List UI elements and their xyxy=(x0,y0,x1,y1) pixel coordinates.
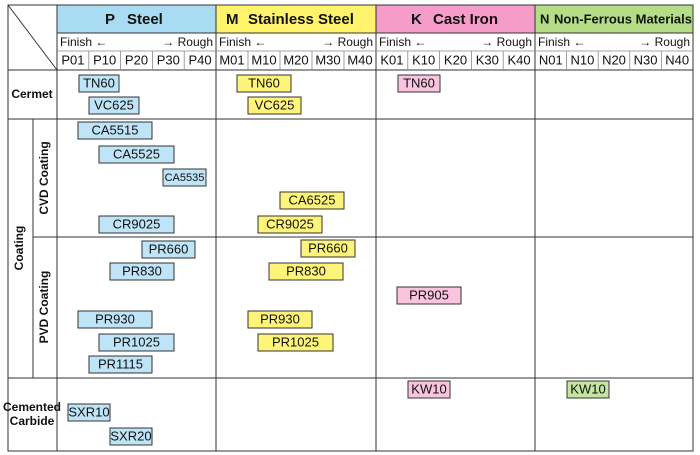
row-label: Cermet xyxy=(11,87,52,101)
grade-chip xyxy=(407,380,451,399)
grade-chip xyxy=(162,168,207,187)
material-name: Non-Ferrous Materials xyxy=(554,11,692,26)
iso-grade: P01 xyxy=(61,52,84,67)
rough-label: → Rough xyxy=(481,35,532,49)
iso-grade: M30 xyxy=(315,52,340,67)
grade-label: SXR20 xyxy=(110,428,151,443)
grade-label: PR1025 xyxy=(272,334,319,349)
iso-grade: K40 xyxy=(508,52,531,67)
material-code: M xyxy=(226,11,239,28)
grade-label: KW10 xyxy=(570,381,605,396)
grade-label: PR930 xyxy=(260,311,300,326)
rough-label: → Rough xyxy=(322,35,373,49)
grade-label: PR660 xyxy=(149,241,189,256)
rough-label: → Rough xyxy=(639,35,690,49)
table-grid xyxy=(7,4,694,452)
row-label: Cemented xyxy=(3,400,61,414)
grade-chip xyxy=(67,403,111,422)
finish-label: Finish ← xyxy=(379,35,426,49)
grade-label: PR1115 xyxy=(98,356,143,371)
iso-grade: P30 xyxy=(157,52,180,67)
iso-grade: M20 xyxy=(283,52,308,67)
grade-chip xyxy=(88,96,140,115)
iso-grade: N20 xyxy=(602,52,626,67)
grade-chip xyxy=(98,215,175,234)
grade-chip xyxy=(279,191,345,210)
grade-label: CR9025 xyxy=(113,216,161,231)
grade-chip xyxy=(77,310,153,329)
grade-label: PR930 xyxy=(95,311,135,326)
iso-grade: K01 xyxy=(380,52,403,67)
iso-grade: M10 xyxy=(251,52,276,67)
grade-chip xyxy=(247,310,313,329)
grade-chip xyxy=(141,240,196,259)
row-label: Carbide xyxy=(10,414,55,428)
grade-label: PR1025 xyxy=(113,334,160,349)
grade-label: VC625 xyxy=(94,97,134,112)
grade-chip xyxy=(257,333,334,352)
grade-label: CA6525 xyxy=(289,192,336,207)
grade-label: CA5515 xyxy=(92,122,139,137)
rough-label: → Rough xyxy=(162,35,213,49)
grade-label: PR830 xyxy=(286,263,326,278)
iso-grade: K30 xyxy=(476,52,499,67)
material-name: Cast Iron xyxy=(433,11,498,28)
iso-grade: N40 xyxy=(665,52,689,67)
grade-label: PR660 xyxy=(308,240,348,255)
material-code: P xyxy=(105,11,115,28)
grade-label: SXR10 xyxy=(68,404,109,419)
grade-chip xyxy=(300,239,356,258)
grade-chip xyxy=(397,74,441,93)
iso-grade: N10 xyxy=(570,52,594,67)
finish-label: Finish ← xyxy=(60,35,107,49)
finish-label: Finish ← xyxy=(219,35,266,49)
grade-label: TN60 xyxy=(83,75,115,90)
grade-chip xyxy=(109,262,175,281)
grade-chip xyxy=(566,380,610,399)
grade-chip xyxy=(247,96,302,115)
iso-grade: P20 xyxy=(125,52,148,67)
row-label: PVD Coating xyxy=(37,271,51,344)
grade-chip xyxy=(268,262,344,281)
iso-grade: N30 xyxy=(634,52,658,67)
iso-grade: K10 xyxy=(412,52,435,67)
grade-label: VC625 xyxy=(255,97,295,112)
grade-label: CR9025 xyxy=(266,216,314,231)
grade-chip xyxy=(88,355,153,374)
row-label: Coating xyxy=(12,226,26,271)
grade-label: TN60 xyxy=(403,75,435,90)
material-code: N xyxy=(540,11,549,26)
grade-chip xyxy=(98,333,175,352)
grade-chip xyxy=(77,121,153,140)
grade-chip xyxy=(236,74,292,93)
grade-label: PR830 xyxy=(122,263,162,278)
grade-label: CA5525 xyxy=(113,146,160,161)
iso-grade: N01 xyxy=(539,52,563,67)
row-label: CVD Coating xyxy=(37,141,51,214)
grade-chip xyxy=(109,427,153,446)
iso-grade: P40 xyxy=(189,52,212,67)
grade-label: CA5535 xyxy=(165,172,205,184)
iso-grade: M40 xyxy=(347,52,372,67)
material-name: Steel xyxy=(127,11,163,28)
iso-grade: K20 xyxy=(444,52,467,67)
iso-grade: M01 xyxy=(219,52,244,67)
grade-label: KW10 xyxy=(411,381,446,396)
grade-chip xyxy=(78,74,120,93)
grade-chip xyxy=(257,215,323,234)
iso-grade: P10 xyxy=(93,52,116,67)
material-code: K xyxy=(411,11,422,28)
grade-label: TN60 xyxy=(248,75,280,90)
grade-chip xyxy=(98,145,175,164)
grade-label: PR905 xyxy=(409,287,449,302)
material-name: Stainless Steel xyxy=(248,11,354,28)
finish-label: Finish ← xyxy=(538,35,585,49)
grade-chip xyxy=(396,286,462,305)
